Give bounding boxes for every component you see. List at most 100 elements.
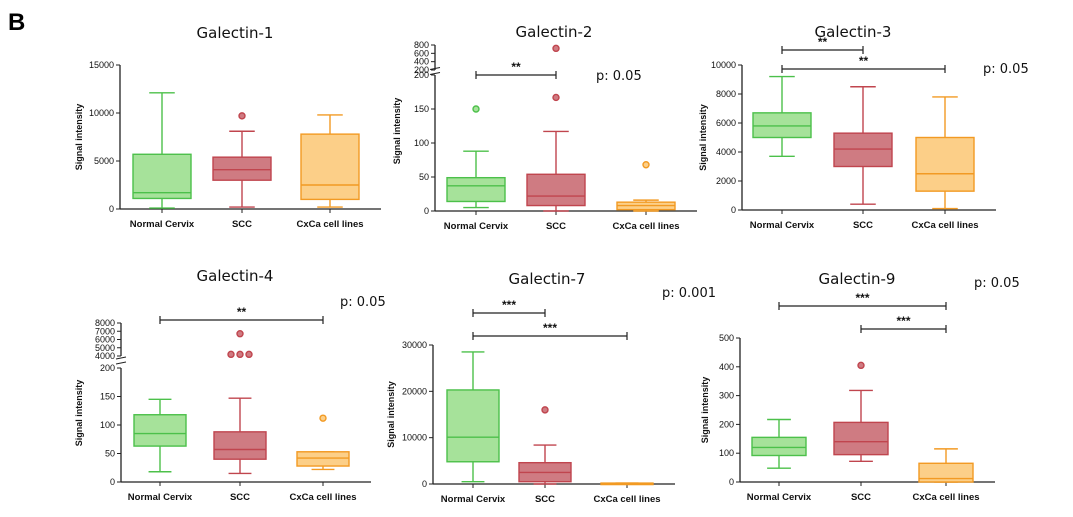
- y-tick-label: 30000: [402, 340, 427, 350]
- axis-break-mark: [429, 67, 441, 70]
- y-axis-label: Signal intensity: [386, 381, 396, 448]
- y-tick-label-upper: 7000: [95, 326, 115, 336]
- axis-break-mark: [115, 361, 127, 365]
- significance-label: ***: [855, 291, 869, 305]
- y-tick-label: 0: [731, 205, 736, 215]
- box-iqr: [833, 421, 889, 456]
- x-tick-label: Normal Cervix: [747, 492, 812, 503]
- y-axis-label: Signal intensity: [698, 104, 708, 171]
- chart-panel-4: Galectin-4 Signal intensity 0 50 100 150 200 40…: [74, 267, 386, 503]
- box-iqr: [446, 389, 500, 463]
- box-iqr: [446, 176, 506, 203]
- outlier-point: [319, 414, 327, 422]
- box-iqr: [918, 462, 974, 483]
- box-iqr: [296, 451, 350, 467]
- y-axis-label: Signal intensity: [392, 98, 402, 165]
- x-tick-label: SCC: [851, 492, 871, 503]
- significance-label: **: [237, 305, 247, 319]
- y-tick-label: 20000: [402, 386, 427, 396]
- x-tick-label: CxCa cell lines: [289, 492, 356, 503]
- y-tick-label: 0: [109, 204, 114, 214]
- x-tick-label: CxCa cell lines: [911, 220, 978, 231]
- y-tick-label-upper: 600: [414, 48, 429, 58]
- box-iqr: [213, 431, 267, 460]
- chart-title: Galectin-9: [819, 270, 896, 288]
- chart-title: Galectin-7: [509, 270, 586, 288]
- p-value-text: p: 0.05: [596, 69, 642, 84]
- p-value-text: p: 0.05: [340, 295, 386, 310]
- box-iqr: [915, 136, 975, 192]
- outlier-point: [238, 112, 246, 120]
- y-tick-label-upper: 200: [414, 65, 429, 75]
- box-iqr: [752, 112, 812, 139]
- box-iqr: [833, 132, 893, 168]
- significance-label: ***: [896, 314, 910, 328]
- y-tick-label: 10000: [402, 433, 427, 443]
- x-tick-label: Normal Cervix: [128, 492, 193, 503]
- x-tick-label: CxCa cell lines: [296, 219, 363, 230]
- p-value-text: p: 0.05: [983, 62, 1029, 77]
- y-tick-label: 6000: [716, 118, 736, 128]
- outlier-point: [642, 161, 650, 169]
- x-tick-label: CxCa cell lines: [593, 494, 660, 505]
- panel-label: B: [8, 9, 25, 36]
- outlier-point: [245, 350, 253, 359]
- y-tick-label: 50: [105, 449, 115, 459]
- p-value-text: p: 0.05: [974, 276, 1020, 291]
- chart-title: Galectin-3: [815, 23, 892, 41]
- y-axis-label: Signal intensity: [74, 104, 84, 171]
- significance-label: ***: [502, 298, 516, 312]
- y-tick-label: 8000: [716, 89, 736, 99]
- x-tick-label: SCC: [853, 220, 873, 231]
- y-tick-label: 150: [100, 392, 115, 402]
- box-iqr: [751, 436, 807, 457]
- y-tick-label: 100: [100, 420, 115, 430]
- chart-panel-5: Galectin-7 Signal intensity 0 10000 20000 300…: [386, 270, 716, 505]
- significance-label: ***: [543, 321, 557, 335]
- x-tick-label: Normal Cervix: [130, 219, 195, 230]
- y-tick-label: 0: [422, 479, 427, 489]
- y-tick-label: 300: [719, 391, 734, 401]
- y-tick-label-upper: 400: [414, 57, 429, 67]
- y-tick-label: 0: [110, 477, 115, 487]
- y-tick-label: 400: [719, 362, 734, 372]
- y-tick-label: 200: [414, 70, 429, 80]
- p-value-text: p: 0.001: [662, 286, 716, 301]
- y-tick-label-upper: 6000: [95, 335, 115, 345]
- y-tick-label: 10000: [711, 60, 736, 70]
- chart-panel-3: Galectin-3 Signal intensity 0 2000 4000 6000 8…: [698, 23, 1029, 231]
- chart-panel-1: Galectin-1 Signal intensity 0 5000 10000 1500…: [74, 24, 381, 230]
- outlier-point: [552, 44, 560, 53]
- y-tick-label-upper: 8000: [95, 318, 115, 328]
- y-axis-label: Signal intensity: [700, 377, 710, 444]
- x-tick-label: CxCa cell lines: [912, 492, 979, 503]
- y-tick-label: 100: [414, 138, 429, 148]
- x-tick-label: CxCa cell lines: [612, 221, 679, 232]
- outlier-point: [857, 361, 865, 370]
- y-tick-label: 500: [719, 333, 734, 343]
- chart-panel-2: Galectin-2 Signal intensity 0 50 100 150 20020…: [392, 23, 697, 232]
- y-tick-label-upper: 5000: [95, 343, 115, 353]
- y-tick-label: 0: [729, 477, 734, 487]
- chart-title: Galectin-4: [197, 267, 274, 285]
- significance-label: **: [818, 35, 828, 49]
- box-iqr: [133, 414, 187, 447]
- significance-label: **: [859, 54, 869, 68]
- y-tick-label-upper: 4000: [95, 351, 115, 361]
- y-tick-label: 200: [719, 419, 734, 429]
- significance-label: **: [511, 60, 521, 74]
- box-iqr: [526, 173, 586, 207]
- chart-title: Galectin-1: [197, 24, 274, 42]
- outlier-point: [552, 93, 560, 102]
- y-tick-label: 15000: [89, 60, 114, 70]
- outlier-point: [541, 406, 549, 414]
- y-tick-label: 5000: [94, 156, 114, 166]
- outlier-point: [236, 350, 244, 359]
- box-iqr: [300, 133, 360, 201]
- box-iqr: [212, 156, 272, 181]
- chart-title: Galectin-2: [516, 23, 593, 41]
- x-tick-label: SCC: [230, 492, 250, 503]
- x-tick-label: SCC: [546, 221, 566, 232]
- chart-panel-6: Galectin-9 Signal intensity 0 100 200 300 400 5…: [700, 270, 1020, 503]
